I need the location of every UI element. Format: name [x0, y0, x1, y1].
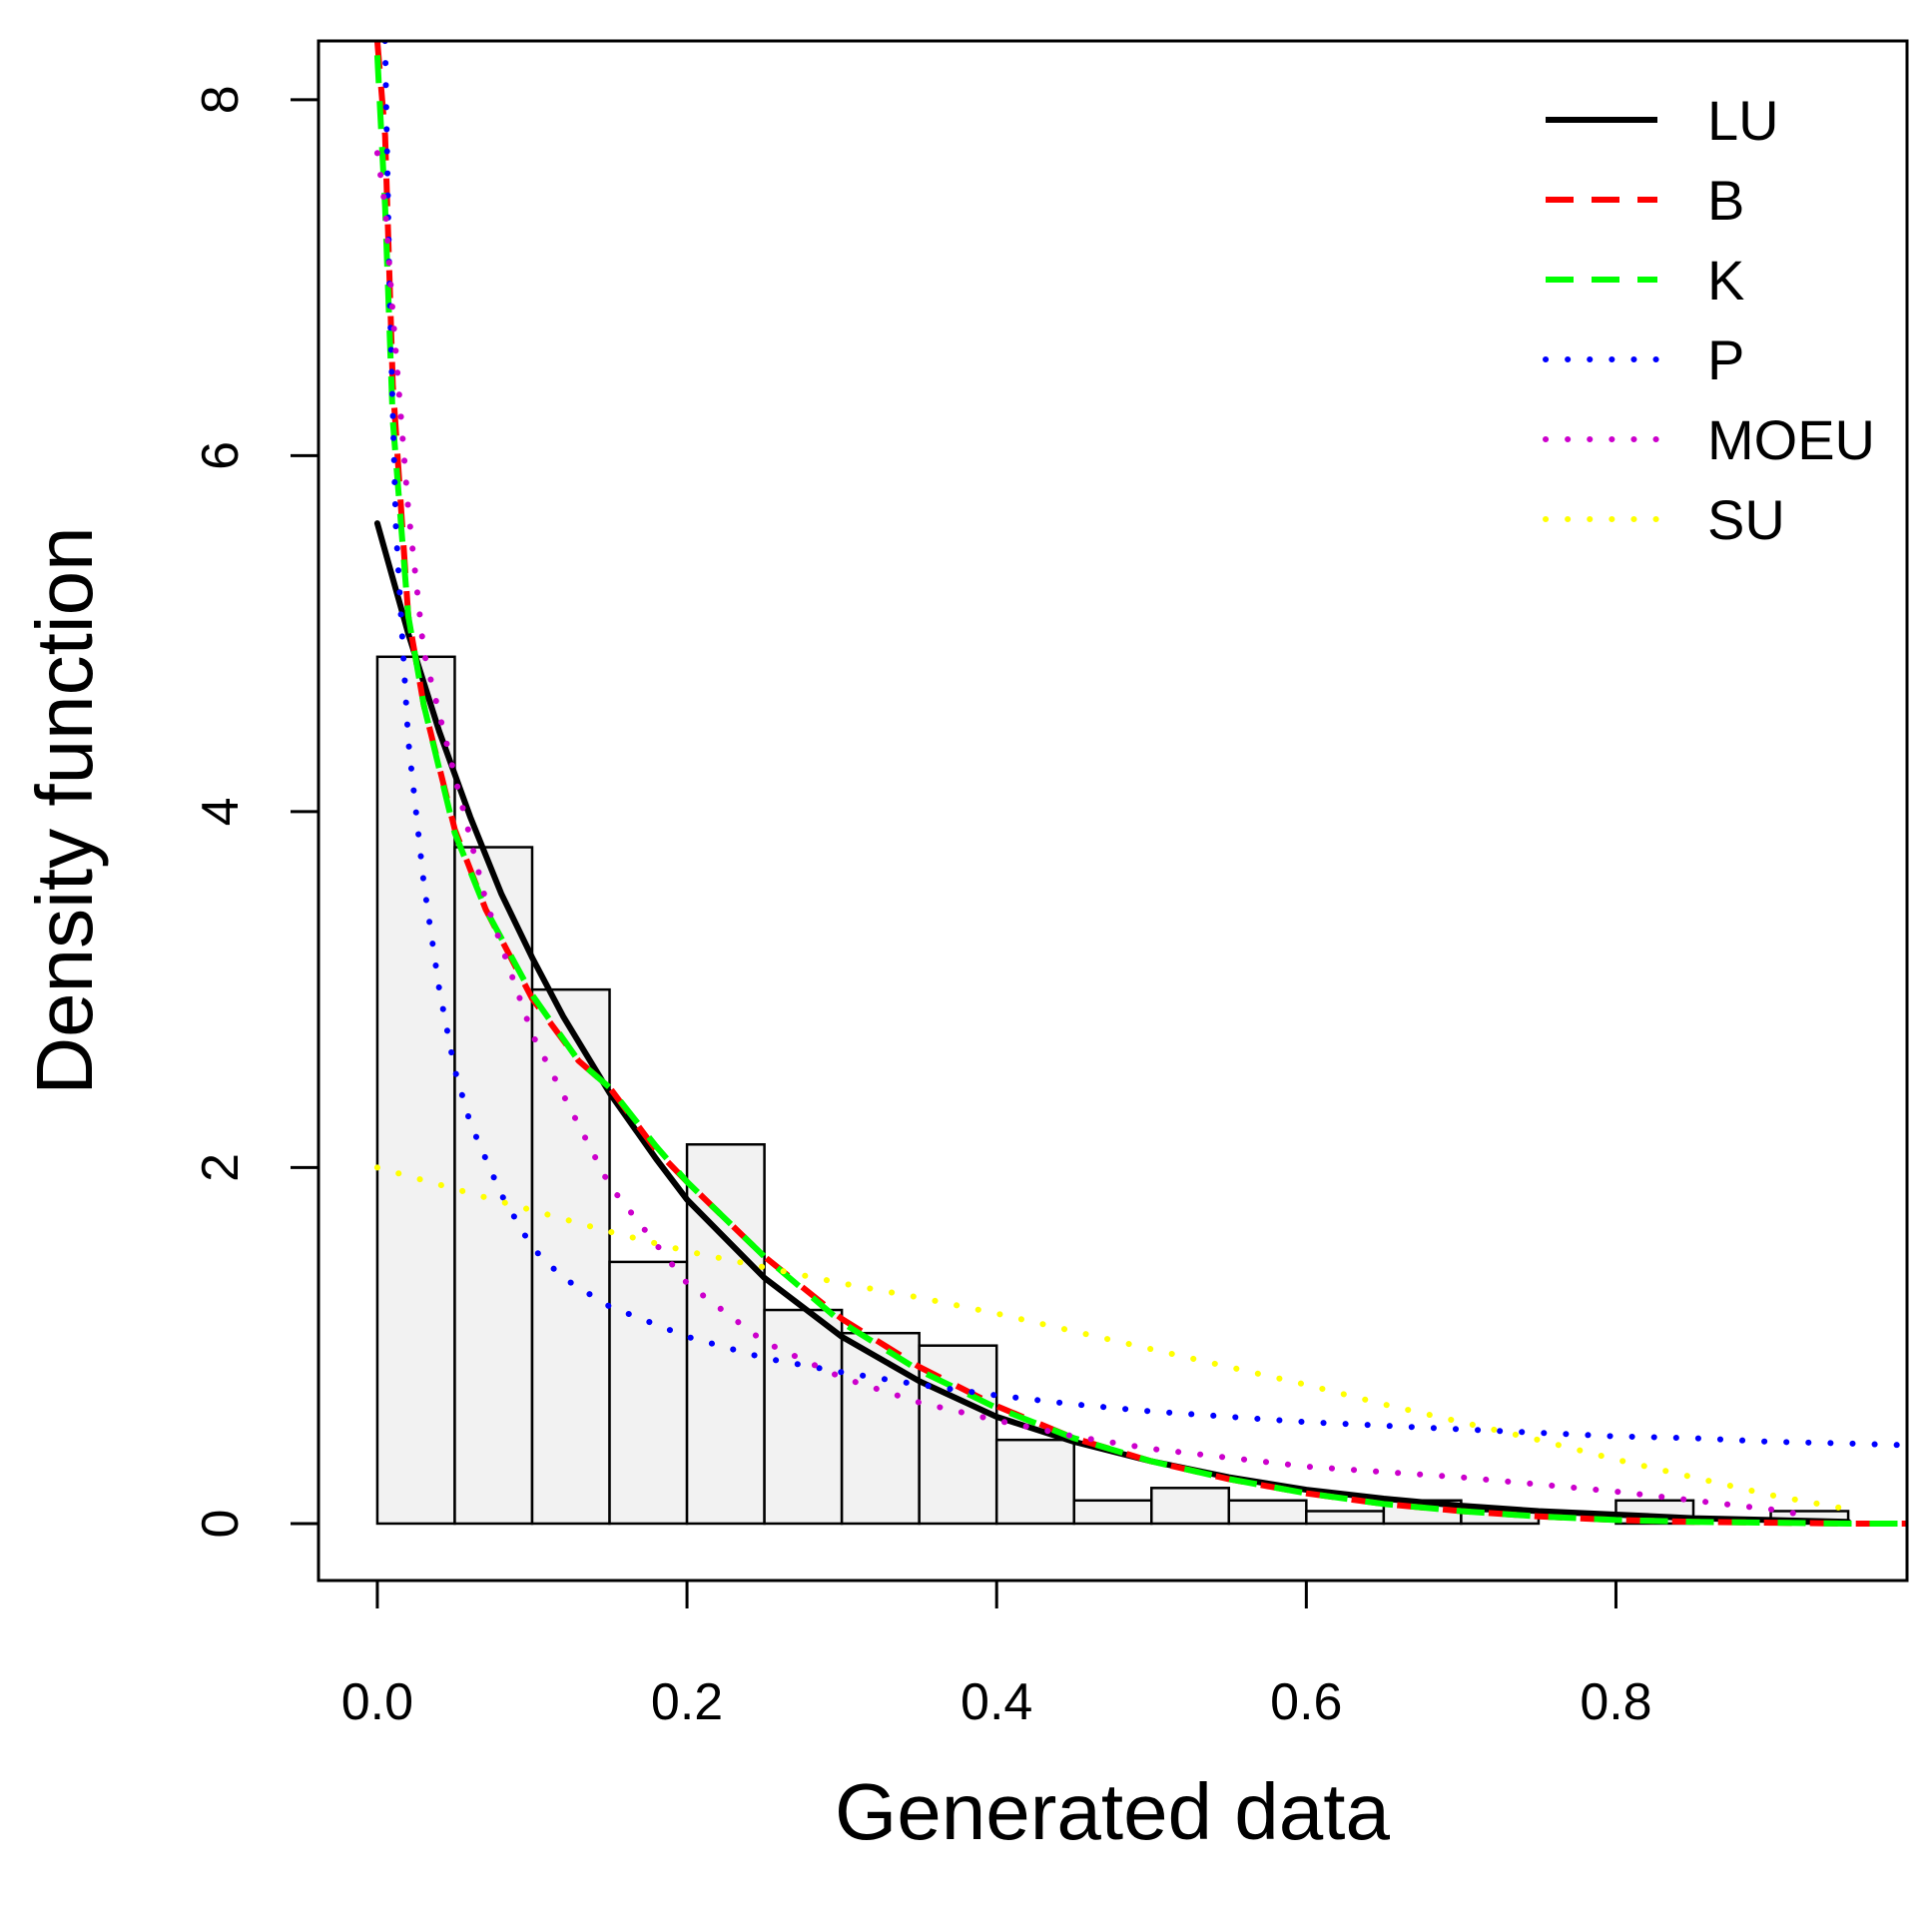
y-tick-label: 4	[192, 797, 250, 826]
y-axis: 0 2 4 6 8	[192, 85, 321, 1539]
histogram-bar	[1305, 1510, 1386, 1526]
curve-moeu	[373, 150, 1805, 1518]
histogram-bar	[1227, 1499, 1308, 1526]
histogram-bar	[1072, 1499, 1153, 1526]
histogram-bar	[685, 1142, 766, 1526]
histogram-bar	[375, 655, 456, 1526]
legend-item-su: SU	[1543, 488, 1785, 551]
density-curves	[373, 41, 1907, 1527]
legend-label: B	[1707, 169, 1744, 232]
legend-label: K	[1707, 249, 1744, 312]
histogram-bar	[994, 1438, 1075, 1526]
curve-lu	[373, 520, 1852, 1526]
x-tick-label: 0.6	[1270, 1673, 1342, 1731]
y-tick-label: 0	[192, 1510, 250, 1539]
legend-label: P	[1707, 328, 1744, 391]
legend-item-moeu: MOEU	[1543, 408, 1875, 471]
y-tick-label: 6	[192, 441, 250, 470]
legend-label: MOEU	[1707, 408, 1875, 471]
y-axis-title: Density function	[20, 526, 109, 1094]
legend-item-p: P	[1543, 328, 1744, 391]
histogram-bar	[608, 1260, 689, 1526]
curve-su	[373, 1164, 1852, 1513]
legend: LU BKP MOEU SU	[1543, 89, 1875, 551]
curve-p	[381, 41, 1907, 1449]
legend-item-lu: LU	[1546, 89, 1779, 152]
x-tick-label: 0.0	[341, 1673, 413, 1731]
x-tick-label: 0.4	[961, 1673, 1032, 1731]
histogram-bar	[453, 846, 534, 1526]
histogram-bars	[375, 655, 1850, 1526]
legend-label: LU	[1707, 89, 1779, 152]
x-axis-title: Generated data	[835, 1767, 1390, 1856]
y-tick-label: 8	[192, 85, 250, 114]
x-axis: 0.0 0.2 0.4 0.6 0.8	[341, 1579, 1652, 1731]
legend-label: SU	[1707, 488, 1785, 551]
x-tick-label: 0.2	[651, 1673, 723, 1731]
legend-item-b: B	[1546, 169, 1744, 232]
histogram-bar	[763, 1308, 844, 1526]
x-tick-label: 0.8	[1580, 1673, 1651, 1731]
histogram-bar	[1150, 1487, 1231, 1526]
y-tick-label: 2	[192, 1153, 250, 1182]
curve-b	[373, 41, 1907, 1527]
legend-item-k: K	[1546, 249, 1744, 312]
